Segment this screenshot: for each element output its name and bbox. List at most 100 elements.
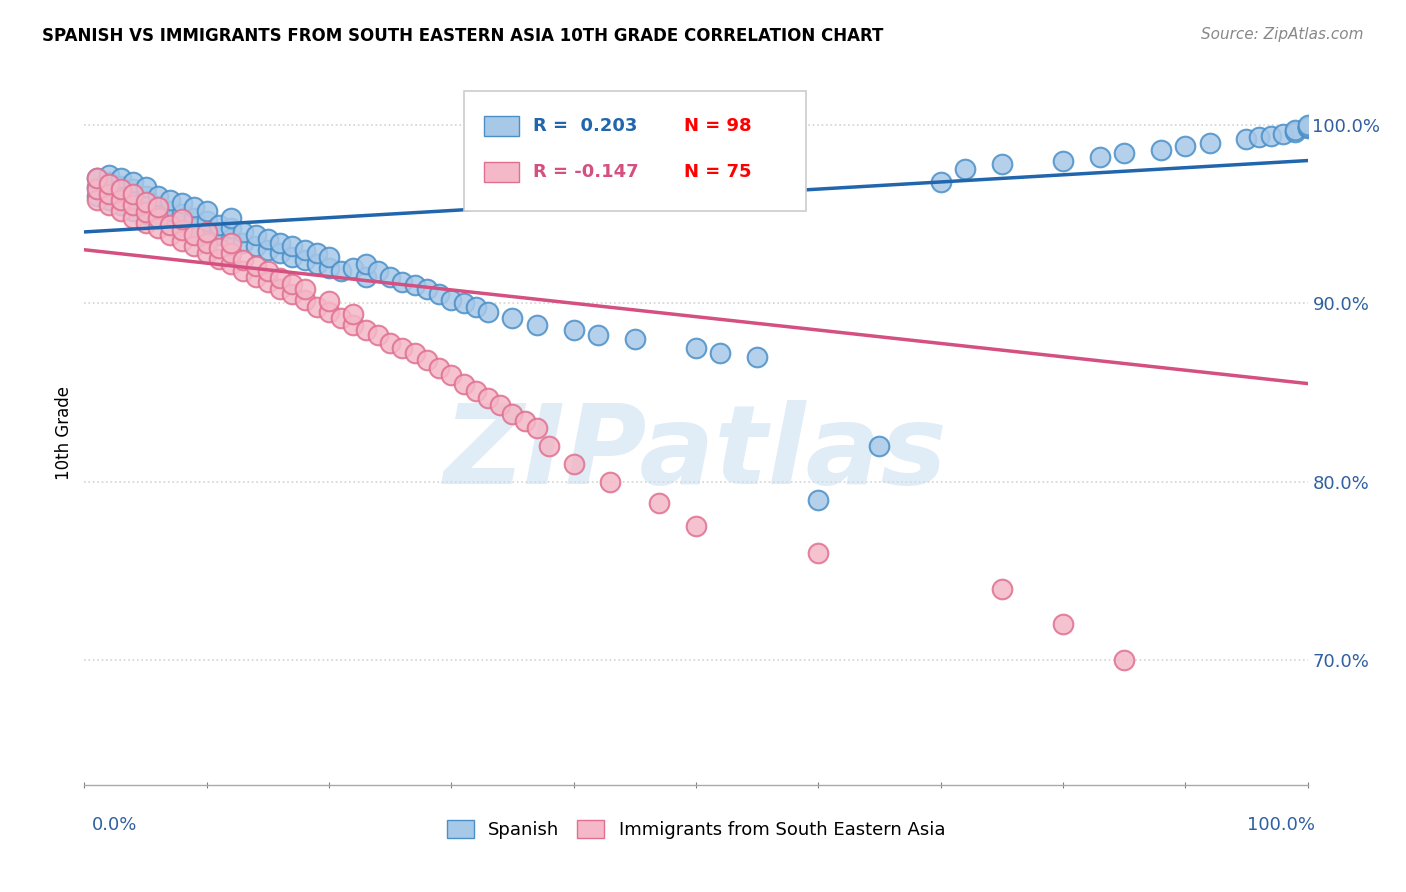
Text: N = 98: N = 98	[683, 117, 751, 135]
Point	[159, 203, 181, 218]
Point	[135, 216, 157, 230]
Point	[502, 310, 524, 325]
Point	[110, 198, 132, 212]
Point	[562, 323, 585, 337]
Point	[135, 194, 157, 209]
Point	[330, 310, 353, 325]
Text: SPANISH VS IMMIGRANTS FROM SOUTH EASTERN ASIA 10TH GRADE CORRELATION CHART: SPANISH VS IMMIGRANTS FROM SOUTH EASTERN…	[42, 27, 883, 45]
Point	[929, 175, 952, 189]
Point	[195, 246, 218, 260]
Point	[562, 457, 585, 471]
FancyBboxPatch shape	[464, 91, 806, 211]
Point	[122, 193, 145, 207]
Point	[159, 214, 181, 228]
Point	[440, 293, 463, 307]
Point	[269, 271, 291, 285]
Point	[1260, 128, 1282, 143]
Point	[219, 257, 242, 271]
Point	[1236, 132, 1258, 146]
Point	[991, 582, 1014, 596]
Point	[391, 275, 413, 289]
Point	[318, 305, 340, 319]
Point	[599, 475, 621, 489]
Point	[342, 307, 364, 321]
Point	[427, 360, 450, 375]
Point	[110, 203, 132, 218]
Point	[1198, 136, 1220, 150]
Point	[195, 225, 218, 239]
Point	[219, 211, 242, 225]
Point	[380, 335, 402, 350]
Point	[146, 221, 169, 235]
Point	[159, 228, 181, 243]
Text: ZIPatlas: ZIPatlas	[444, 401, 948, 508]
Point	[183, 211, 205, 225]
Point	[146, 200, 169, 214]
Point	[110, 171, 132, 186]
Point	[183, 239, 205, 253]
Point	[122, 187, 145, 202]
Point	[257, 232, 280, 246]
Point	[281, 277, 304, 291]
Point	[1284, 125, 1306, 139]
Point	[110, 186, 132, 200]
Point	[477, 391, 499, 405]
Point	[232, 225, 254, 239]
Point	[953, 162, 976, 177]
Point	[294, 293, 316, 307]
Point	[257, 275, 280, 289]
Point	[86, 182, 108, 196]
Point	[709, 346, 731, 360]
Point	[195, 203, 218, 218]
Point	[208, 241, 231, 255]
Point	[245, 239, 267, 253]
Point	[1284, 123, 1306, 137]
Point	[122, 182, 145, 196]
Point	[219, 221, 242, 235]
Point	[1296, 118, 1319, 132]
Point	[354, 257, 377, 271]
Point	[183, 200, 205, 214]
Point	[122, 203, 145, 218]
Text: 0.0%: 0.0%	[91, 816, 136, 834]
Point	[257, 264, 280, 278]
Bar	[484, 162, 519, 182]
Point	[305, 300, 328, 314]
Point	[159, 193, 181, 207]
Point	[869, 439, 891, 453]
Point	[538, 439, 561, 453]
Point	[330, 264, 353, 278]
Point	[367, 328, 389, 343]
Point	[416, 353, 439, 368]
Point	[172, 234, 194, 248]
Text: R =  0.203: R = 0.203	[533, 117, 638, 135]
Point	[1174, 139, 1197, 153]
Point	[269, 246, 291, 260]
Point	[391, 341, 413, 355]
Bar	[484, 116, 519, 136]
Point	[232, 235, 254, 250]
Point	[318, 294, 340, 309]
Point	[427, 287, 450, 301]
Point	[232, 253, 254, 268]
Point	[624, 332, 647, 346]
Text: R = -0.147: R = -0.147	[533, 163, 638, 181]
Point	[354, 269, 377, 284]
Point	[208, 218, 231, 232]
Point	[172, 218, 194, 232]
Text: N = 75: N = 75	[683, 163, 751, 181]
Point	[586, 328, 609, 343]
Point	[97, 198, 120, 212]
Point	[97, 193, 120, 207]
Point	[685, 519, 707, 533]
Point	[86, 171, 108, 186]
Point	[135, 205, 157, 219]
Point	[294, 282, 316, 296]
Point	[195, 225, 218, 239]
Point	[195, 214, 218, 228]
Point	[232, 264, 254, 278]
Point	[219, 235, 242, 250]
Point	[318, 250, 340, 264]
Point	[110, 178, 132, 193]
Point	[1150, 143, 1173, 157]
